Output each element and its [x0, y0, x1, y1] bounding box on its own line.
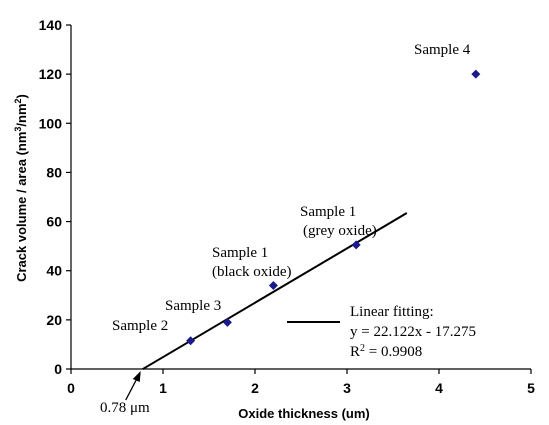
data-point: [471, 69, 481, 79]
y-tick-label: 80: [46, 164, 62, 180]
legend-line3: R2 = 0.9908: [350, 343, 422, 361]
data-point: [351, 240, 361, 250]
point-label-sample-4: Sample 4: [414, 42, 471, 58]
x-tick-label: 2: [251, 380, 259, 396]
intercept-arrow-shaft: [125, 376, 139, 401]
y-tick-label: 120: [39, 66, 63, 82]
point-label-sample-1-grey: Sample 1: [300, 204, 356, 220]
point-label-sample-1-grey-sub: (grey oxide): [303, 223, 377, 239]
y-tick-label: 20: [46, 312, 62, 328]
point-label-sample-1-black-sub: (black oxide): [212, 264, 292, 280]
y-axis-title: Crack volume / area (nm3/nm2): [13, 94, 29, 282]
linear-fit-line: [142, 212, 408, 370]
point-label-sample-2: Sample 2: [112, 318, 168, 334]
x-tick-label: 5: [527, 380, 535, 396]
x-axis-title: Oxide thickness (um): [238, 406, 369, 421]
y-tick-label: 40: [46, 263, 62, 279]
point-label-sample-3: Sample 3: [165, 298, 221, 314]
legend-line2: y = 22.122x - 17.275: [350, 324, 476, 340]
y-tick-label: 60: [46, 214, 62, 230]
x-tick-label: 1: [159, 380, 167, 396]
intercept-arrow-head: [132, 371, 141, 382]
intercept-annotation: 0.78 μm: [100, 400, 150, 416]
y-tick-label: 0: [54, 361, 62, 377]
data-point: [222, 317, 232, 327]
y-tick-label: 140: [39, 17, 63, 33]
x-tick-label: 3: [343, 380, 351, 396]
x-tick-label: 4: [435, 380, 443, 396]
x-tick-label: 0: [67, 380, 75, 396]
data-point: [186, 336, 196, 346]
y-tick-label: 100: [39, 115, 63, 131]
legend-line1: Linear fitting:: [350, 304, 434, 320]
data-point: [268, 280, 278, 290]
point-label-sample-1-black: Sample 1: [212, 245, 268, 261]
